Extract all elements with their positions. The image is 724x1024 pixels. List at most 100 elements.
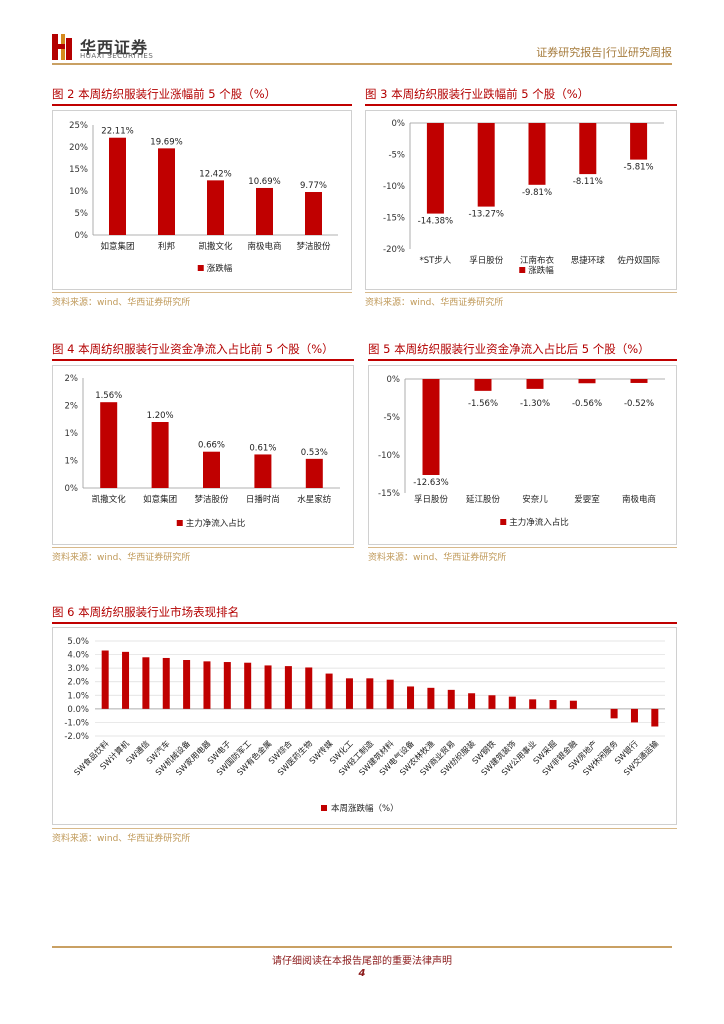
logo-subtitle: HUAXI SECURITIES xyxy=(80,52,154,60)
data-label: 0.61% xyxy=(249,443,276,453)
bar xyxy=(325,673,333,709)
figure-5-source-rule xyxy=(368,547,677,548)
figure-4-title-rule xyxy=(52,359,354,361)
bar xyxy=(122,651,130,709)
bar xyxy=(244,662,252,709)
figure-6-title-rule xyxy=(52,622,677,624)
legal-disclaimer: 请仔细阅读在本报告尾部的重要法律声明 xyxy=(272,956,452,967)
bar xyxy=(630,379,648,383)
data-label: -8.11% xyxy=(573,177,603,187)
bar xyxy=(407,686,415,709)
y-tick-label: 0% xyxy=(75,231,89,241)
legend-swatch xyxy=(500,519,507,525)
figure-4-source: 资料来源：wind、华西证券研究所 xyxy=(52,553,191,563)
data-label: 0.66% xyxy=(198,441,225,451)
y-tick-label: -1.0% xyxy=(64,718,89,728)
bar xyxy=(422,379,440,475)
y-tick-label: 0.0% xyxy=(67,705,89,715)
figure-3-chart-frame: -20% -15% -10% -5% 0% -14.38% *ST步人 -13.27% 孚日股份… xyxy=(365,110,677,290)
bar xyxy=(569,700,577,709)
bar xyxy=(426,123,444,214)
data-label: -13.27% xyxy=(468,210,503,220)
bar xyxy=(579,123,597,175)
y-tick-label: 0% xyxy=(387,375,401,385)
data-label: -14.38% xyxy=(418,217,453,227)
category-label: 孚日股份 xyxy=(414,494,449,505)
bar xyxy=(142,657,150,709)
header-divider xyxy=(52,63,672,65)
data-label: -1.56% xyxy=(468,399,498,409)
data-label: 1.20% xyxy=(147,411,174,421)
bar xyxy=(528,123,546,185)
figure-2-title-rule xyxy=(52,104,352,106)
y-tick-label: -10% xyxy=(383,182,405,192)
bar xyxy=(610,708,618,719)
category-label: 水星家纺 xyxy=(297,494,332,505)
bar xyxy=(630,123,648,160)
y-tick-label: 1.0% xyxy=(67,691,89,701)
data-label: -0.56% xyxy=(572,399,602,409)
y-tick-label: 2% xyxy=(65,402,79,412)
legend-swatch xyxy=(519,267,526,273)
bar xyxy=(162,657,170,709)
bar xyxy=(549,700,557,709)
bar xyxy=(100,402,118,488)
y-tick-label: 2.0% xyxy=(67,678,89,688)
figure-5-chart: -15% -10% -5% 0% -12.63% 孚日股份 -1.56% 延江股份 -1.30%… xyxy=(378,375,665,528)
figure-6-title: 图 6 本周纺织服装行业市场表现排名 xyxy=(52,605,240,619)
figure-4-title: 图 4 本周纺织服装行业资金净流入占比前 5 个股（%） xyxy=(52,342,334,356)
y-tick-label: 3.0% xyxy=(67,664,89,674)
figure-2-title: 图 2 本周纺织服装行业涨幅前 5 个股（%） xyxy=(52,87,277,101)
y-tick-label: -5% xyxy=(383,413,400,423)
bar xyxy=(386,679,394,709)
data-label: 0.53% xyxy=(301,448,328,458)
category-label: 如意集团 xyxy=(143,494,177,505)
data-label: 12.42% xyxy=(199,169,231,179)
bar xyxy=(366,678,374,709)
data-label: -5.81% xyxy=(624,163,654,173)
category-label: 南极电商 xyxy=(622,494,656,505)
bar xyxy=(508,696,516,709)
bar xyxy=(284,666,292,709)
figure-4-chart-frame: 0% 1% 1% 2% 2% 1.56% 凯撒文化 1.20% 如意集团 0.66% 梦洁股份 0.6… xyxy=(52,365,354,545)
category-label: 佐丹奴国际 xyxy=(617,255,660,266)
bar xyxy=(254,454,272,488)
figure-5-title-rule xyxy=(368,359,677,361)
figure-3-title: 图 3 本周纺织服装行业跌幅前 5 个股（%） xyxy=(365,87,590,101)
data-label: 9.77% xyxy=(300,181,327,191)
figure-4-chart: 0% 1% 1% 2% 2% 1.56% 凯撒文化 1.20% 如意集团 0.66% 梦洁股份 0.6… xyxy=(65,374,340,529)
category-label: 安奈儿 xyxy=(522,494,548,505)
category-label: 爱婴室 xyxy=(574,494,600,505)
category-label: 日播时尚 xyxy=(246,494,280,505)
figure-6-chart-frame: -2.0% -1.0% 0.0% 1.0% 2.0% 3.0% 4.0% 5.0% SW食品饮料… xyxy=(52,627,677,825)
y-tick-label: 0% xyxy=(392,119,406,129)
category-label: 江南布衣 xyxy=(520,255,555,266)
y-tick-label: 20% xyxy=(69,143,88,153)
bar xyxy=(468,693,476,709)
category-label: 凯撒文化 xyxy=(198,241,233,252)
legend-swatch xyxy=(321,805,327,811)
category-label: 如意集团 xyxy=(100,241,134,252)
logo-text: 华西证券 xyxy=(80,38,149,57)
bar xyxy=(305,667,313,709)
report-type: 证券研究报告|行业研究周报 xyxy=(536,46,672,59)
bar xyxy=(203,451,220,488)
bar xyxy=(305,458,323,488)
y-tick-label: 1% xyxy=(65,457,79,467)
bar xyxy=(256,187,273,235)
category-label: 凯撒文化 xyxy=(92,494,127,505)
figure-2-chart: 0% 5% 10% 15% 20% 25% 22.11% 如意集团 19.69% 利邦 12.42%… xyxy=(69,121,338,274)
figure-6-chart: -2.0%-1.0%0.0%1.0%2.0%3.0%4.0%5.0%SW食品饮料… xyxy=(64,637,665,814)
bar xyxy=(651,708,659,727)
y-tick-label: 0% xyxy=(65,484,79,494)
legend-label: 主力净流入占比 xyxy=(186,518,246,529)
figure-6-source-rule xyxy=(52,828,677,829)
y-tick-label: 5% xyxy=(75,209,89,219)
footer-divider xyxy=(52,946,672,948)
figure-6-source: 资料来源：wind、华西证券研究所 xyxy=(52,834,191,844)
bar xyxy=(488,695,496,709)
legend-label: 本周涨跌幅（%） xyxy=(331,803,399,814)
category-label: 孚日股份 xyxy=(469,255,504,266)
huaxi-logo-icon xyxy=(52,34,72,60)
bar xyxy=(529,699,537,709)
